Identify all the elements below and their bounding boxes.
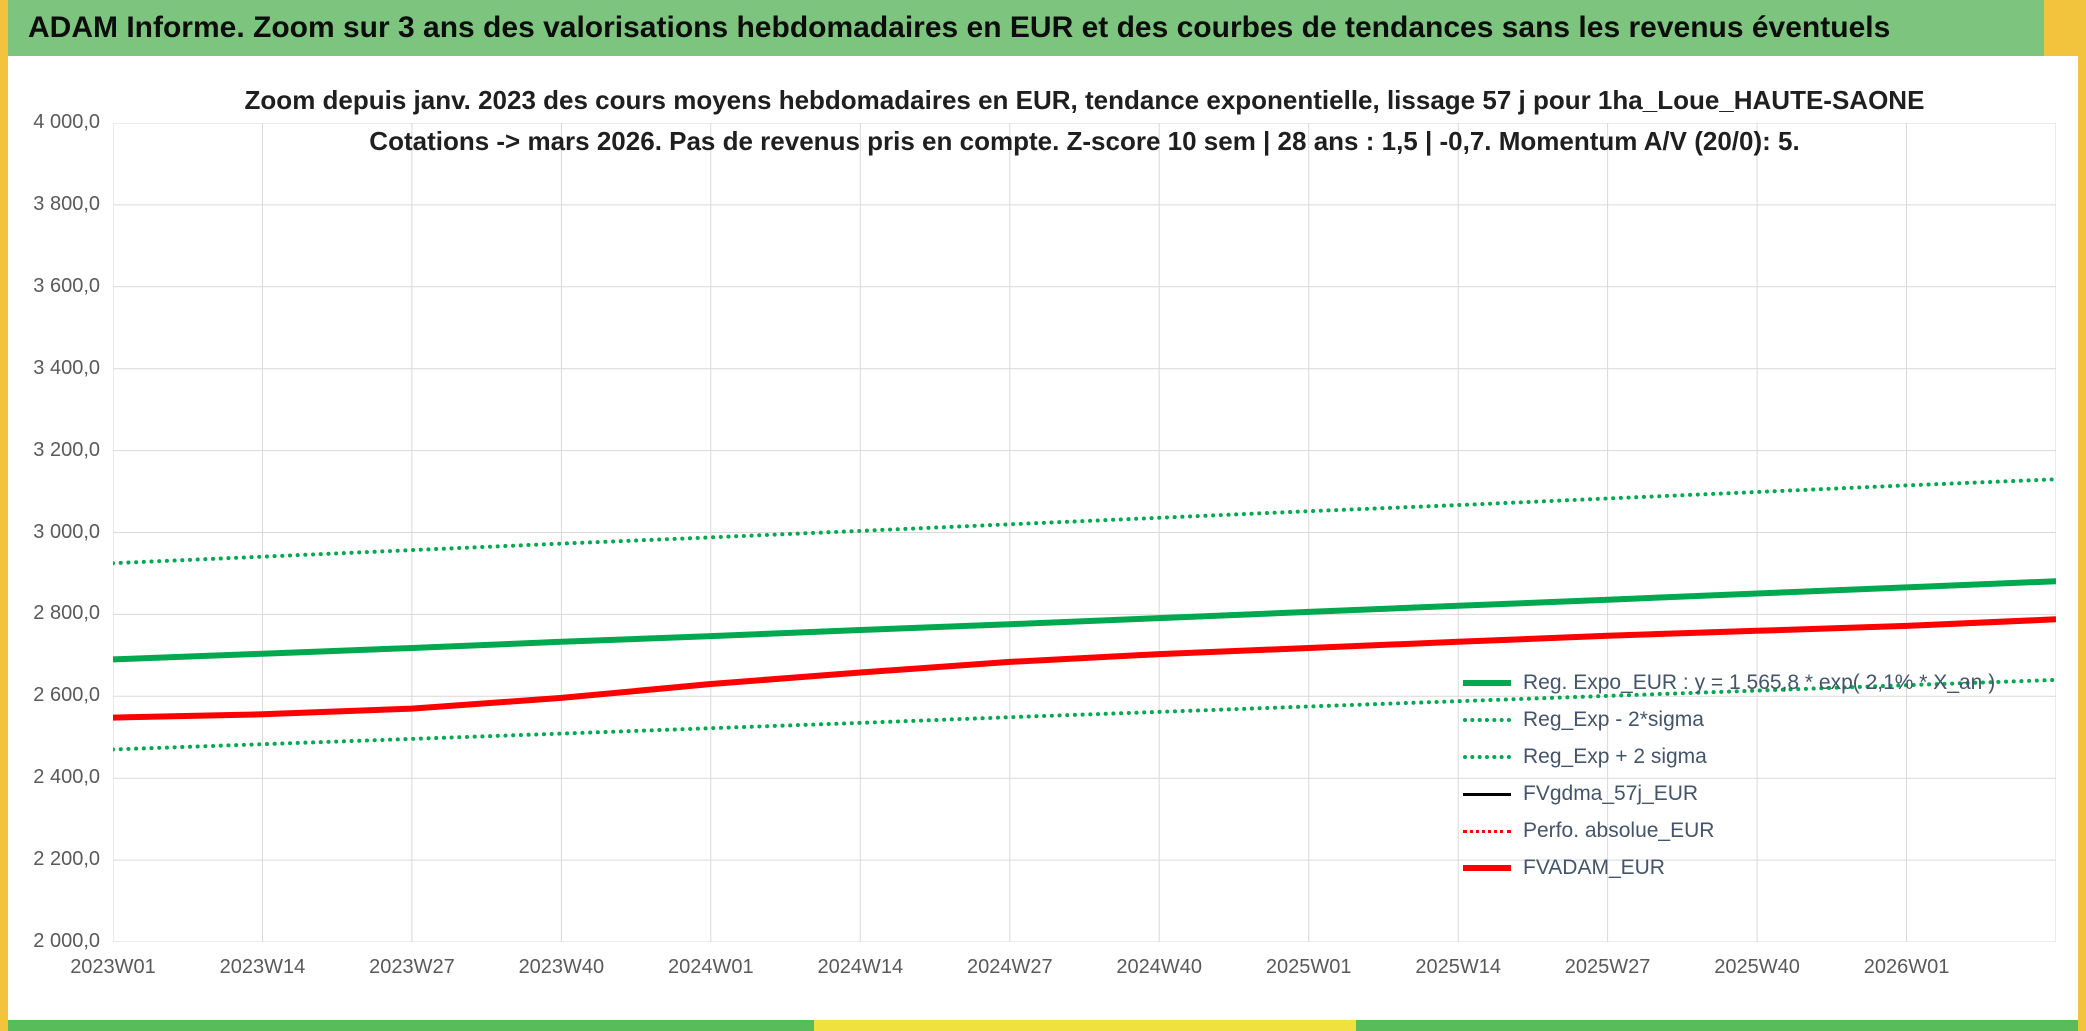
legend-item: FVADAM_EUR [1463,856,1995,880]
legend-label: FVADAM_EUR [1523,856,1665,879]
chart-title-line1: Zoom depuis janv. 2023 des cours moyens … [244,85,1925,115]
x-axis-label: 2023W01 [70,956,156,978]
y-axis-label: 3 000,0 [33,520,100,543]
legend-item: Reg_Exp + 2 sigma [1463,745,1995,769]
x-axis-label: 2024W14 [817,956,904,978]
legend-label: Reg_Exp + 2 sigma [1523,745,1707,768]
x-axis-label: 2026W01 [1863,956,1950,978]
x-axis-label: 2024W01 [668,956,754,978]
y-axis-label: 2 200,0 [33,848,100,871]
y-axis: 2 000,0 2 200,0 2 400,0 2 600,0 2 800,0 3 000… [0,111,100,952]
legend-label: Reg. Expo_EUR : y = 1 565,8 * exp( 2,1% … [1523,671,1996,694]
series-line-1 [113,677,2056,752]
bottom-bar-yellow-segment [813,1020,1356,1031]
x-axis-label: 2023W27 [369,956,455,978]
plot-area: Reg. Expo_EUR : y = 1 565,8 * exp( 2,1% … [113,123,2056,942]
y-axis-label: 2 800,0 [33,602,100,625]
header-title: ADAM Informe. Zoom sur 3 ans des valoris… [28,11,1891,44]
y-axis-label: 3 600,0 [33,274,100,297]
y-axis-label: 3 200,0 [33,438,100,461]
legend-line-swatch [1463,718,1511,722]
legend-line-swatch [1463,755,1511,759]
legend-label: FVgdma_57j_EUR [1523,782,1699,805]
legend-line-swatch [1463,865,1511,871]
chart-canvas [113,123,2056,942]
y-axis-label: 4 000,0 [33,111,100,133]
x-axis-label: 2025W40 [1714,956,1800,978]
series-line-2 [113,477,2056,566]
legend-label: Perfo. absolue_EUR [1523,819,1715,842]
x-axis-label: 2025W01 [1265,956,1352,978]
legend-line-swatch [1463,829,1511,833]
legend-item: Perfo. absolue_EUR [1463,819,1995,843]
bottom-bar [0,1020,2086,1031]
left-accent-bar [0,0,8,1031]
series-line-5 [113,616,2056,721]
x-axis-label: 2025W27 [1564,956,1651,978]
y-axis-label: 2 600,0 [33,684,100,707]
y-axis-label: 3 800,0 [33,192,100,215]
legend-line-swatch [1463,792,1511,796]
legend-item: Reg. Expo_EUR : y = 1 565,8 * exp( 2,1% … [1463,671,1995,695]
series-line-0 [113,578,2056,663]
y-axis-label: 2 400,0 [33,766,100,789]
x-axis-label: 2024W40 [1116,956,1203,978]
x-axis-label: 2023W14 [219,956,306,978]
x-axis-label: 2023W40 [518,956,605,978]
x-axis-label: 2025W14 [1415,956,1501,978]
header-bar: ADAM Informe. Zoom sur 3 ans des valoris… [0,0,2086,56]
y-axis-label: 2 000,0 [33,930,100,952]
legend-line-swatch [1463,680,1511,686]
y-axis-label: 3 400,0 [33,356,100,379]
legend-label: Reg_Exp - 2*sigma [1523,708,1704,731]
chart-legend: Reg. Expo_EUR : y = 1 565,8 * exp( 2,1% … [1463,671,1995,880]
legend-item: FVgdma_57j_EUR [1463,782,1995,806]
x-axis: 2023W01 2023W14 2023W27 2023W40 2024W01 2024W… [70,956,2056,988]
x-axis-label: 2024W27 [966,956,1053,978]
top-right-accent [2044,0,2086,56]
legend-item: Reg_Exp - 2*sigma [1463,708,1995,732]
right-accent-bar [2078,0,2086,1031]
